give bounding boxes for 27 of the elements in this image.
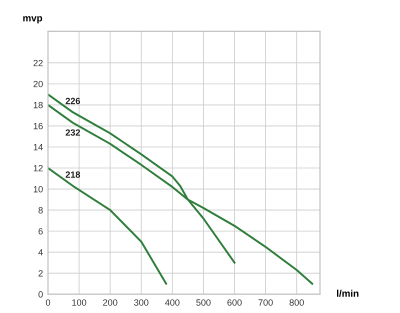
- y-axis-title: mvp: [23, 16, 42, 24]
- y-tick-label: 12: [34, 164, 43, 172]
- x-tick-label: 700: [258, 299, 273, 306]
- y-tick-label: 20: [34, 80, 43, 88]
- y-tick-label: 6: [38, 228, 43, 234]
- x-tick-label: 800: [290, 299, 304, 306]
- y-tick-label: 22: [34, 60, 43, 66]
- y-tick-label: 4: [38, 249, 43, 256]
- x-tick-label: 300: [134, 299, 148, 306]
- series-label: 218: [66, 171, 80, 178]
- y-tick-label: 14: [34, 144, 43, 150]
- x-axis-title: l/min: [337, 290, 358, 297]
- y-tick-label: 2: [38, 270, 43, 276]
- series-label: 226: [66, 98, 80, 104]
- x-tick-label: 0: [46, 299, 50, 306]
- y-tick-label: 0: [38, 291, 43, 298]
- y-tick-label: 8: [38, 207, 43, 214]
- x-tick-label: 200: [103, 299, 118, 306]
- series-label: 232: [66, 129, 80, 136]
- x-tick-label: 100: [72, 299, 86, 306]
- x-tick-label: 600: [227, 299, 242, 306]
- x-tick-label: 500: [196, 299, 211, 306]
- y-tick-label: 16: [34, 122, 43, 130]
- line-series: [48, 167, 168, 285]
- y-tick-label: 18: [34, 102, 43, 108]
- y-tick-label: 10: [34, 186, 43, 192]
- x-tick-label: 400: [165, 299, 180, 306]
